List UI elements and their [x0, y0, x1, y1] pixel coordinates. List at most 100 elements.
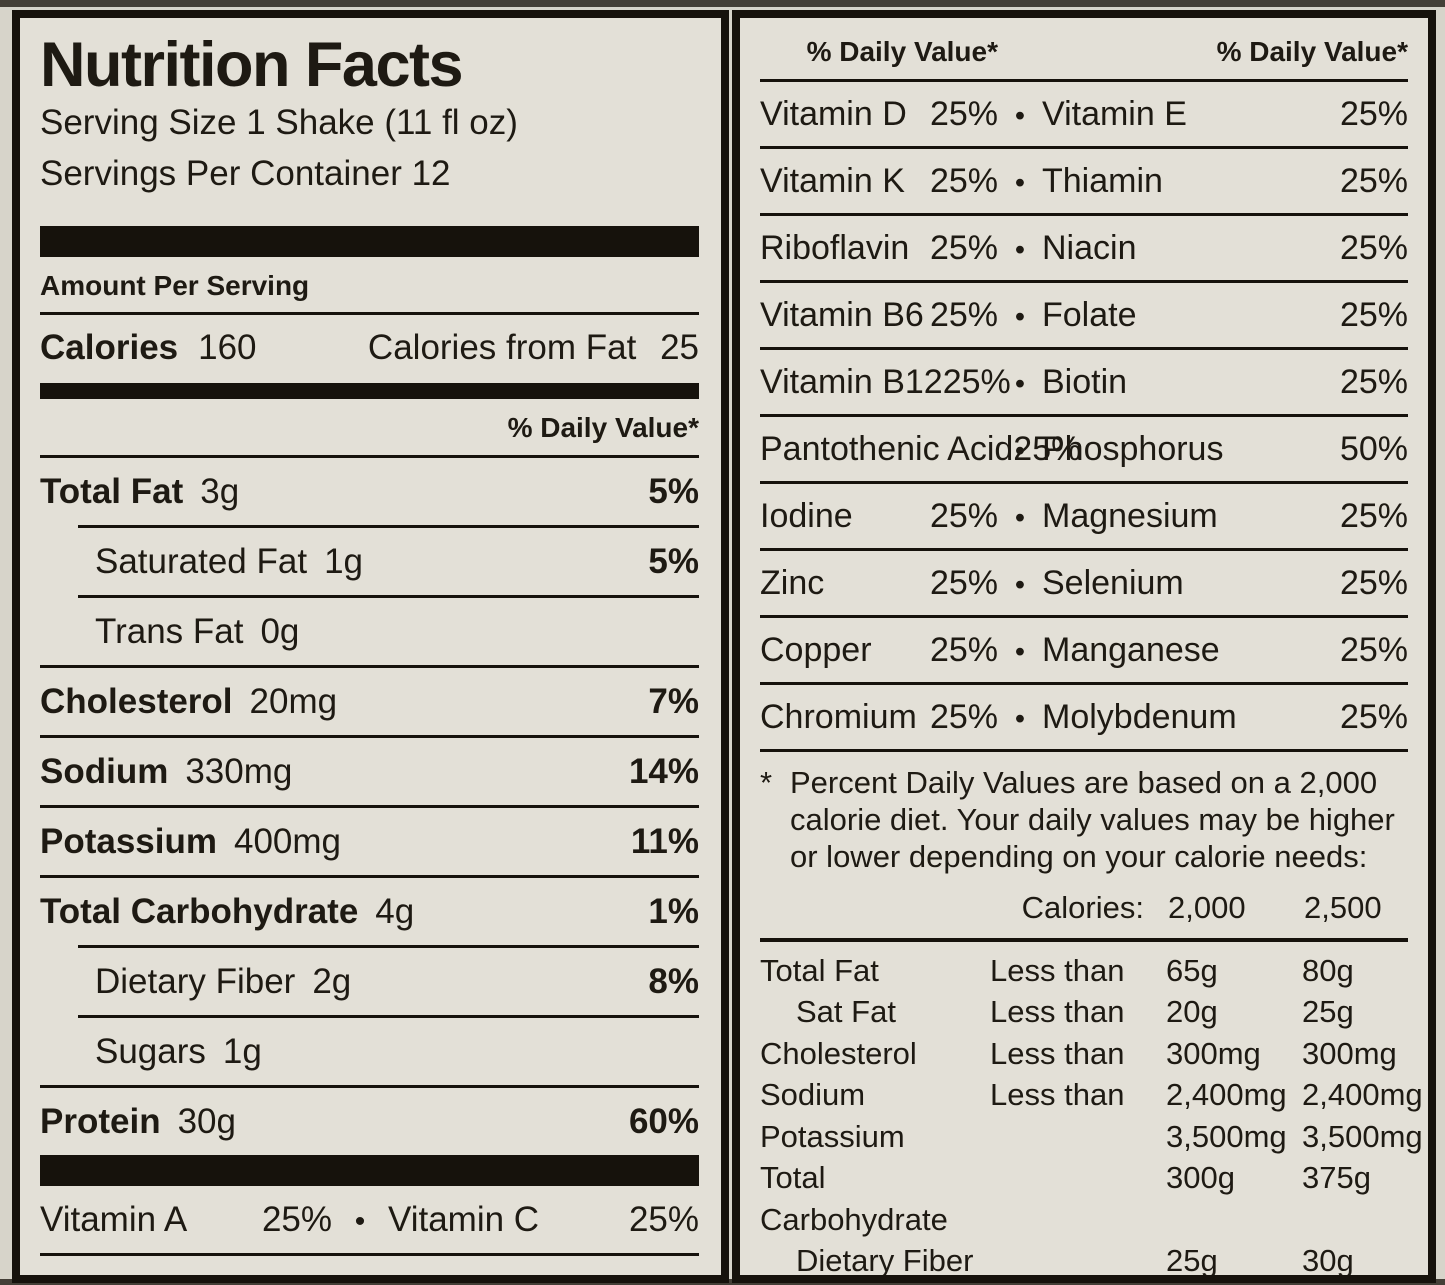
micronutrient-value: 25%	[1339, 497, 1408, 535]
micronutrient-name: Vitamin C	[388, 1199, 540, 1239]
micronutrient-value: 25%	[929, 229, 998, 267]
nutrient-amount: 0g	[260, 611, 300, 651]
nutrient-name: Saturated Fat	[95, 541, 308, 581]
micronutrient-pair: Zinc 25%	[760, 564, 998, 603]
micronutrient-pair: Riboflavin 25%	[760, 229, 998, 268]
micronutrient-name: Pantothenic Acid	[760, 430, 1014, 468]
calories-row: Calories 160 Calories from Fat 25	[40, 315, 699, 383]
reference-value-2500: 375g	[1302, 1160, 1371, 1196]
reference-value-2500: 30g	[1302, 1243, 1354, 1279]
micronutrient-name: Riboflavin	[760, 229, 910, 267]
reference-value-2000: 300g	[1166, 1160, 1235, 1196]
micronutrient-pair: Folate 25%	[1042, 296, 1408, 335]
micronutrient-name: Selenium	[1042, 564, 1184, 602]
reference-row-sat-fat: Sat Fat Less than 20g 25g	[760, 991, 1408, 1033]
micronutrient-row-pantothenic-acid-phosphorus: Pantothenic Acid 25% • Phosphorus 50%	[760, 417, 1408, 481]
amount-per-serving-heading: Amount Per Serving	[40, 257, 699, 315]
daily-value-header-row: % Daily Value* % Daily Value*	[760, 26, 1408, 82]
divider	[760, 213, 1408, 216]
micronutrient-pair: Niacin 25%	[1042, 229, 1408, 268]
reference-row-cholesterol: Cholesterol Less than 300mg 300mg	[760, 1033, 1408, 1075]
micronutrient-value: 25%	[1339, 631, 1408, 669]
divider	[760, 481, 1408, 484]
calories-from-fat-label: Calories from Fat	[367, 327, 637, 367]
nutrient-name: Total Fat	[40, 471, 184, 511]
micronutrient-name: Vitamin K	[760, 162, 905, 200]
bullet-separator: •	[1014, 301, 1026, 333]
calories-from-fat: Calories from Fat 25	[368, 328, 699, 368]
nutrient-amount: 400mg	[234, 821, 342, 861]
nutrient-row-saturated-fat: Saturated Fat 1g 5%	[40, 528, 699, 595]
reference-qualifier: Less than	[990, 994, 1125, 1030]
reference-row-dietary-fiber: Dietary Fiber 25g 30g	[760, 1240, 1408, 1279]
reference-name: Total Carbohydrate	[760, 1160, 948, 1237]
reference-qualifier	[990, 1157, 1142, 1240]
nutrient-row-protein: Protein 30g 60%	[40, 1088, 699, 1155]
micronutrient-value: 25%	[929, 564, 998, 602]
bullet-separator: •	[1014, 368, 1026, 400]
reference-value-2500: 80g	[1302, 952, 1354, 988]
reference-row-total-carbohydrate: Total Carbohydrate 300g 375g	[760, 1157, 1408, 1240]
reference-value-2500: 25g	[1302, 994, 1354, 1030]
micronutrient-pair: Vitamin A 25%	[40, 1200, 332, 1240]
reference-qualifier	[990, 1116, 1142, 1158]
reference-qualifier: Less than	[990, 1035, 1125, 1071]
divider	[760, 347, 1408, 350]
micronutrient-value: 25%	[1339, 698, 1408, 736]
nutrient-daily-value: 11%	[630, 821, 699, 861]
footnote-text: Percent Daily Values are based on a 2,00…	[790, 765, 1395, 875]
micronutrient-value: 50%	[262, 1270, 332, 1275]
micronutrient-value: 50%	[1339, 430, 1408, 468]
reference-value-2500: 2,400mg	[1302, 1077, 1423, 1113]
nutrient-name: Protein	[40, 1101, 161, 1141]
micronutrient-pair: Vitamin B6 25%	[760, 296, 998, 335]
micronutrient-row-vitamin-a-c: Vitamin A 25% • Vitamin C 25%	[40, 1186, 699, 1253]
nutrient-amount: 20mg	[249, 681, 338, 721]
micronutrient-row-vitamin-d-e: Vitamin D 25% • Vitamin E 25%	[760, 82, 1408, 146]
micronutrient-pair: Vitamin C 25%	[388, 1200, 699, 1240]
micronutrient-row-vitamin-b6-folate: Vitamin B6 25% • Folate 25%	[760, 283, 1408, 347]
nutrient-name: Sugars	[95, 1031, 206, 1071]
micronutrient-name: Molybdenum	[1042, 698, 1237, 736]
daily-value-header: % Daily Value*	[40, 399, 699, 458]
micronutrient-row-calcium-iron: Calcium 50% • Iron 25%	[40, 1256, 699, 1275]
bullet-separator: •	[1014, 703, 1026, 735]
micronutrient-row-vitamin-k-thiamin: Vitamin K 25% • Thiamin 25%	[760, 149, 1408, 213]
calories-from-fat-value: 25	[660, 327, 699, 367]
micronutrient-value: 25%	[261, 1199, 332, 1239]
micronutrient-name: Phosphorus	[1042, 430, 1224, 468]
nutrient-amount: 330mg	[185, 751, 293, 791]
reference-value-2500: 300mg	[1302, 1035, 1397, 1071]
nutrient-daily-value: 1%	[648, 891, 699, 931]
micronutrient-value: 25%	[1339, 564, 1408, 602]
micronutrient-pair: Thiamin 25%	[1042, 162, 1408, 201]
micronutrient-name: Chromium	[760, 698, 917, 736]
reference-col-2000: 2,000	[1168, 889, 1246, 925]
micronutrient-value: 25%	[929, 497, 998, 535]
micronutrient-pair: Vitamin E 25%	[1042, 95, 1408, 134]
divider	[78, 944, 699, 948]
micronutrient-pair: Pantothenic Acid 25%	[760, 430, 1081, 469]
bullet-separator: •	[1014, 234, 1026, 266]
micronutrient-pair: Iodine 25%	[760, 497, 998, 536]
micronutrient-name: Folate	[1042, 296, 1137, 334]
micronutrient-pair: Biotin 25%	[1042, 363, 1408, 402]
daily-value-header-left: % Daily Value*	[806, 36, 998, 67]
nutrient-row-sodium: Sodium 330mg 14%	[40, 738, 699, 805]
servings-per-container: Servings Per Container 12	[40, 153, 451, 193]
micronutrient-value: 25%	[1339, 296, 1408, 334]
micronutrient-value: 25%	[629, 1270, 699, 1275]
reference-table: Total Fat Less than 65g 80g Sat Fat Less…	[760, 937, 1423, 1279]
micronutrient-value: 25%	[1339, 95, 1408, 133]
thick-divider-bar	[40, 1154, 699, 1186]
micronutrient-value: 25%	[929, 162, 998, 200]
nutrient-row-trans-fat: Trans Fat 0g	[40, 598, 699, 665]
micronutrient-pair: Vitamin K 25%	[760, 162, 998, 201]
micronutrient-row-vitamin-b12-biotin: Vitamin B12 25% • Biotin 25%	[760, 350, 1408, 414]
micronutrient-value: 25%	[929, 95, 998, 133]
bullet-separator: •	[1014, 569, 1026, 601]
divider	[760, 615, 1408, 618]
reference-value-2000: 3,500mg	[1166, 1118, 1287, 1154]
micronutrient-row-zinc-selenium: Zinc 25% • Selenium 25%	[760, 551, 1408, 615]
nutrient-row-potassium: Potassium 400mg 11%	[40, 808, 699, 875]
